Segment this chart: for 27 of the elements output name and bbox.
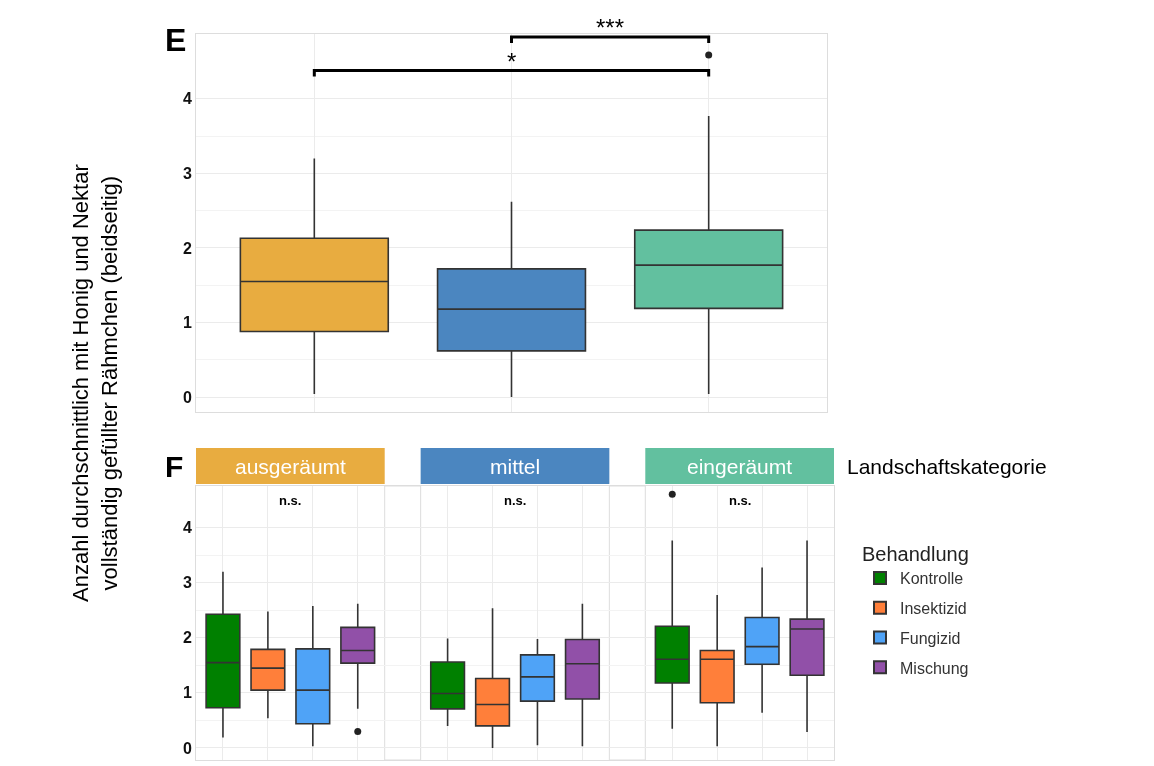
y-axis-title: Anzahl durchschnittlich mit Honig und Nektar vollständig gefüllter Rähmchen (beidseitig) (68, 164, 122, 602)
y-tick-label: 4 (182, 519, 192, 537)
y-tick-label: 1 (182, 684, 192, 702)
annotation: n.s. (729, 493, 752, 508)
text: Landschaftskategorie (847, 455, 1047, 478)
y-tick-label: 0 (182, 739, 192, 757)
legend-title: Behandlung (862, 543, 969, 565)
chart-title: E (165, 22, 187, 58)
annotation: n.s. (279, 493, 302, 508)
annotation: *** (596, 14, 625, 41)
y-tick-label: 1 (182, 314, 192, 332)
annotation: n.s. (504, 493, 527, 508)
legend-label: Mischung (900, 659, 969, 677)
y-tick-label: 4 (182, 90, 192, 108)
text: mittel (490, 455, 541, 478)
y-tick-label: 3 (182, 574, 192, 592)
legend-label: Insektizid (900, 599, 967, 617)
legend-label: Kontrolle (900, 570, 964, 588)
y-tick-label: 2 (182, 239, 192, 257)
y-tick-label: 3 (182, 165, 192, 183)
text: eingeräumt (687, 455, 793, 478)
chart-title: F (165, 450, 184, 483)
legend-label: Fungizid (900, 629, 961, 647)
text: ausgeräumt (235, 455, 347, 478)
y-tick-label: 0 (182, 388, 192, 406)
annotation: * (507, 48, 517, 75)
y-tick-label: 2 (182, 629, 192, 647)
